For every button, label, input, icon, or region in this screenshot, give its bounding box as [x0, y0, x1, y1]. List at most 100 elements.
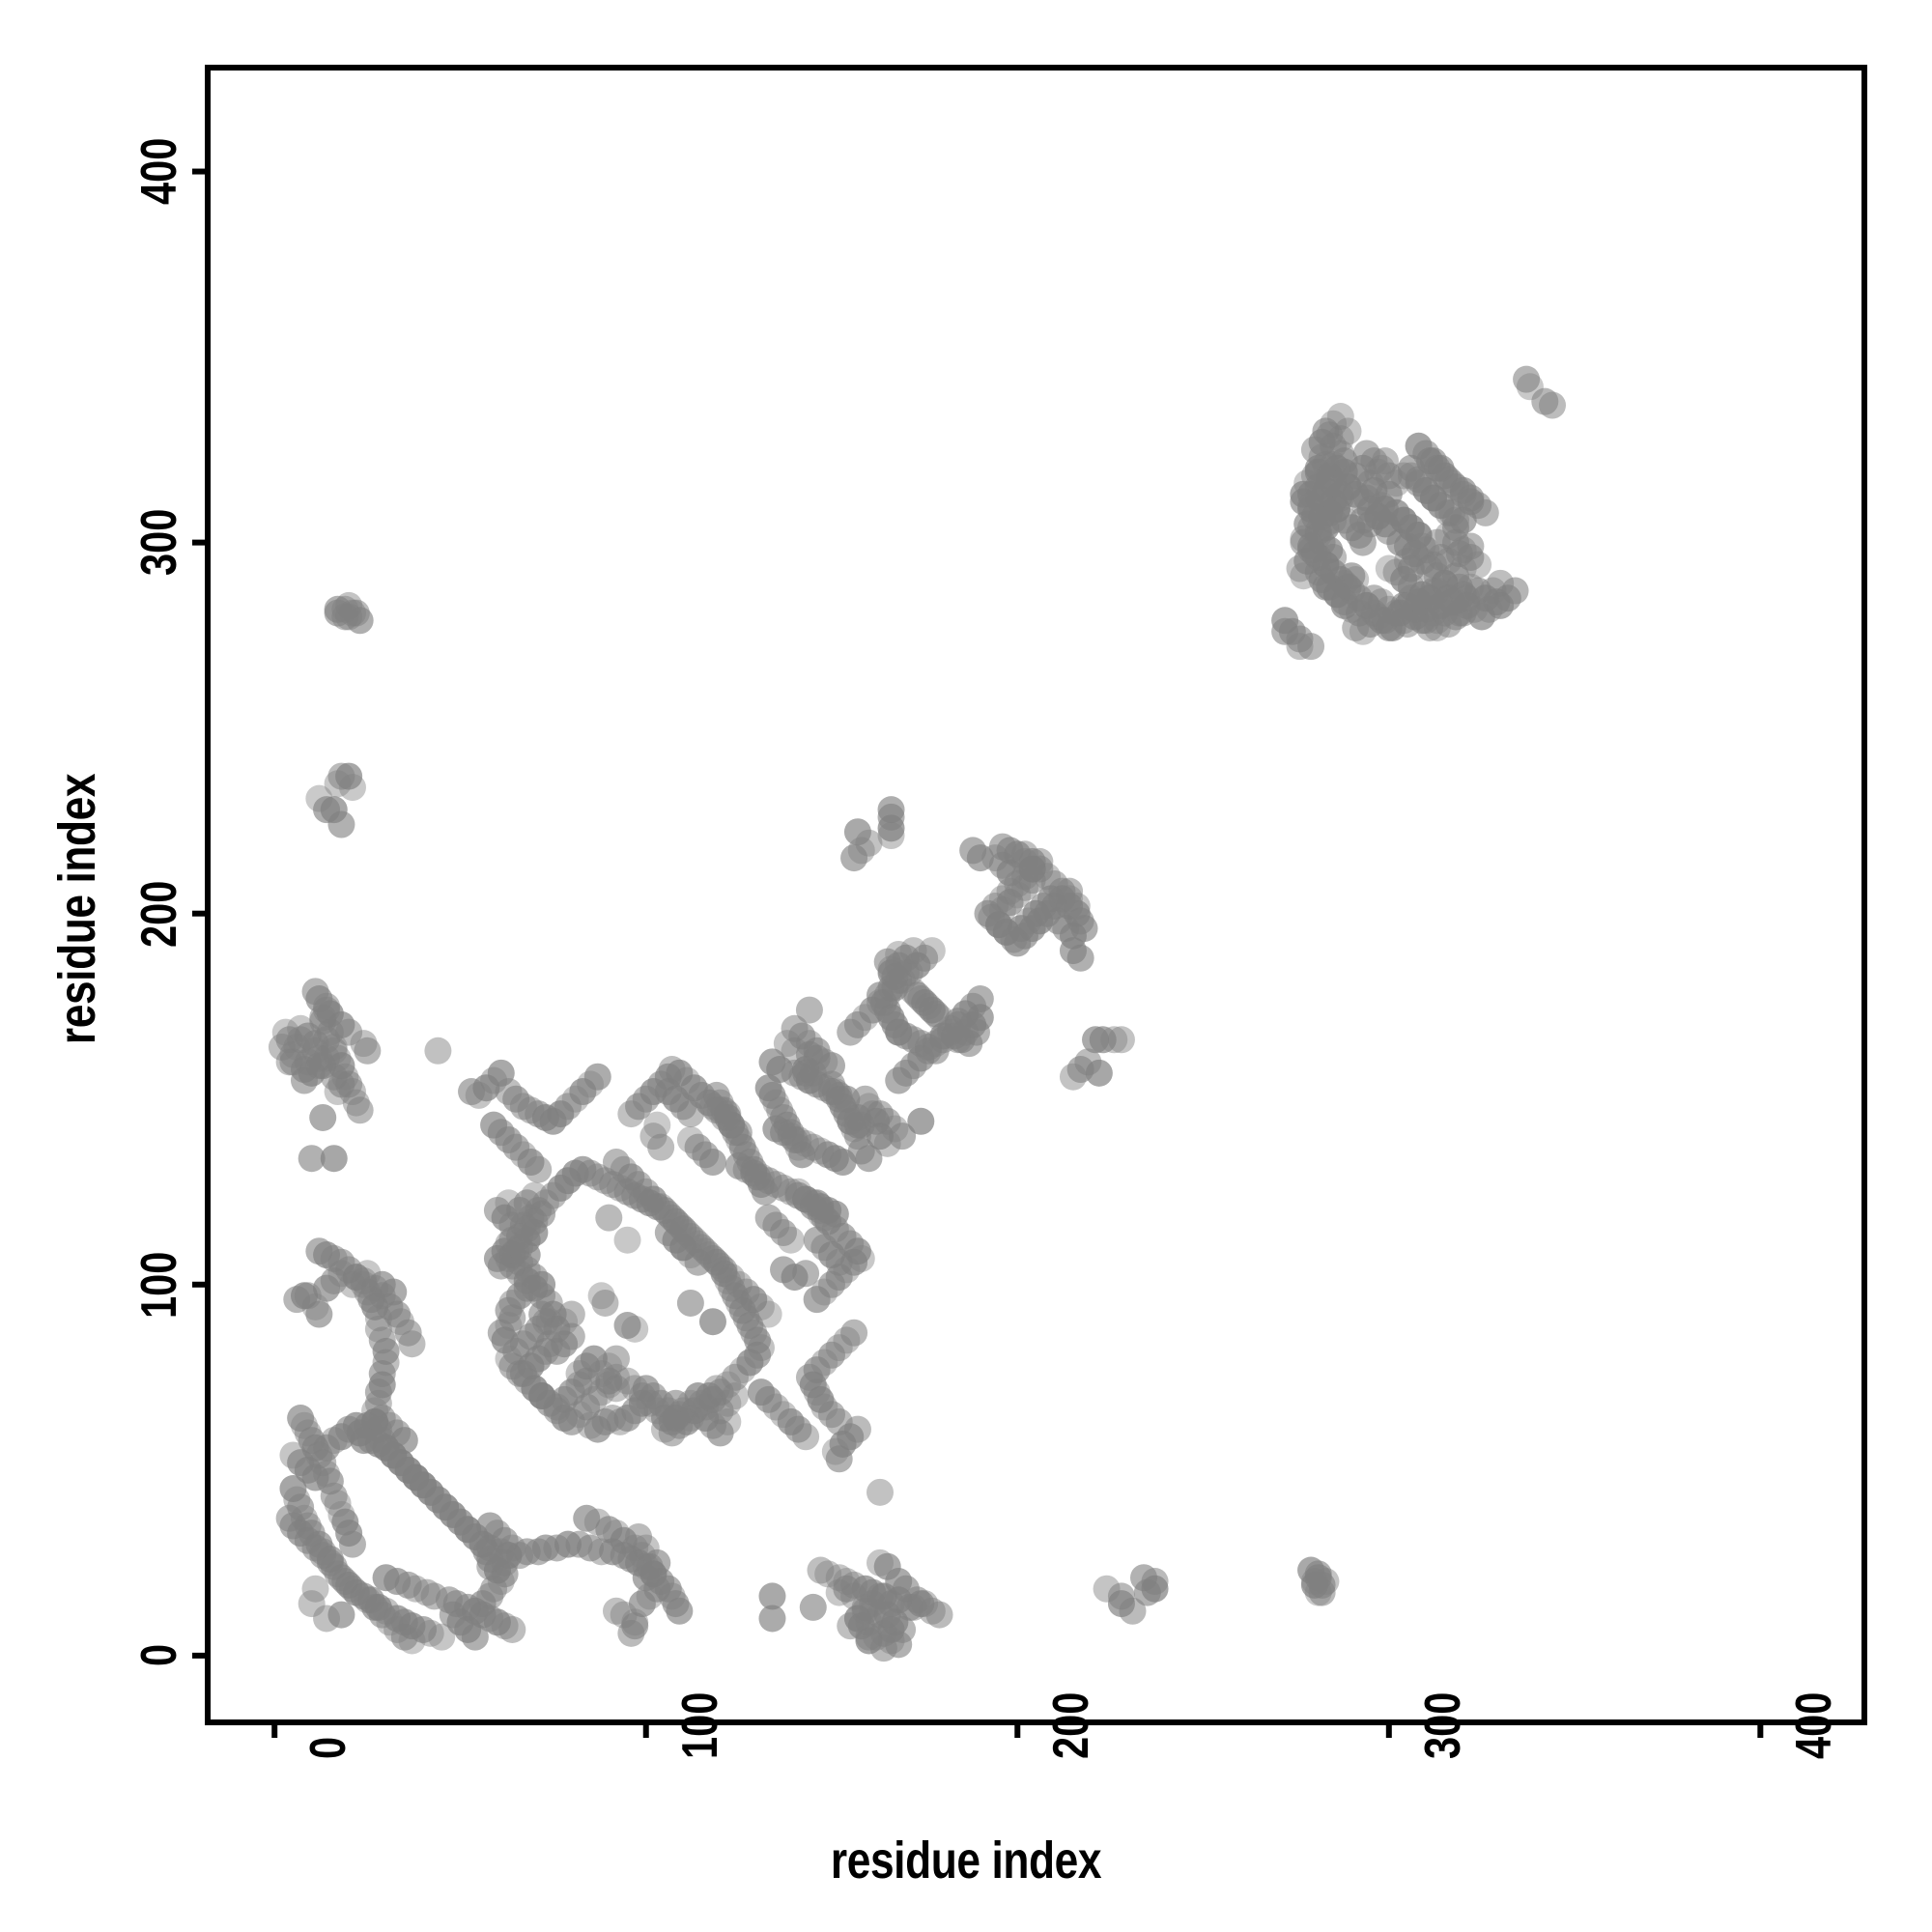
data-point	[899, 978, 927, 1006]
data-point	[621, 1315, 649, 1343]
data-point	[428, 1623, 456, 1651]
data-point	[543, 1337, 571, 1365]
data-point	[298, 1427, 326, 1455]
x-axis-tick-label: 100	[671, 1691, 728, 1759]
data-point	[843, 818, 871, 846]
x-axis-tick-label: 400	[1786, 1691, 1843, 1759]
data-point	[714, 1407, 742, 1435]
data-point	[476, 1512, 504, 1540]
data-point	[1018, 855, 1046, 883]
data-point	[513, 1274, 541, 1302]
data-point	[1048, 885, 1076, 913]
y-axis-title: residue index	[48, 773, 106, 1045]
data-point	[833, 1575, 861, 1603]
data-point	[1501, 577, 1529, 605]
data-point	[867, 1478, 894, 1506]
data-point	[320, 1482, 348, 1510]
data-point	[410, 1615, 438, 1643]
data-point	[855, 1623, 883, 1651]
data-point	[781, 1014, 809, 1042]
data-point	[354, 1037, 382, 1065]
data-point	[1435, 498, 1463, 526]
data-point	[602, 1149, 630, 1177]
data-point	[1405, 432, 1433, 460]
data-point	[557, 1300, 585, 1328]
data-point	[301, 1575, 329, 1603]
data-point	[747, 1293, 775, 1321]
data-point	[714, 1100, 742, 1128]
y-axis-tick-label: 300	[131, 509, 187, 577]
data-point	[1326, 403, 1354, 431]
data-point	[639, 1122, 668, 1151]
data-point	[1531, 387, 1559, 415]
y-axis-tick-label: 100	[131, 1251, 187, 1319]
data-point	[706, 1419, 734, 1447]
data-point	[754, 1300, 782, 1328]
data-point	[792, 1260, 820, 1288]
data-point	[1308, 1578, 1336, 1606]
data-point	[595, 1516, 623, 1544]
data-point	[740, 1286, 768, 1314]
data-point	[1085, 1059, 1113, 1087]
data-point	[416, 1619, 444, 1647]
data-point	[758, 1048, 786, 1076]
data-point	[907, 1107, 935, 1135]
data-point	[684, 1248, 712, 1276]
data-point	[390, 1427, 418, 1455]
data-point	[747, 1378, 775, 1406]
data-point	[331, 1508, 359, 1536]
data-point	[1338, 562, 1366, 590]
data-point	[840, 1319, 868, 1347]
data-point	[799, 1593, 827, 1621]
data-point	[335, 1018, 363, 1046]
data-point	[573, 1504, 601, 1532]
data-point	[706, 1096, 734, 1124]
data-point	[1471, 498, 1499, 526]
data-point	[290, 1282, 318, 1310]
data-point	[758, 1582, 786, 1610]
data-point	[1107, 1582, 1135, 1610]
data-point	[498, 1304, 526, 1332]
data-point	[327, 1601, 355, 1629]
data-point	[1442, 506, 1470, 534]
data-point	[710, 1256, 738, 1284]
data-point	[577, 1534, 605, 1562]
data-point	[1352, 440, 1380, 468]
x-axis-title: residue index	[830, 1832, 1102, 1889]
data-point	[877, 796, 905, 824]
plot-border	[205, 65, 1867, 1725]
x-axis-tick-label: 0	[300, 1736, 357, 1759]
data-point	[676, 1289, 704, 1317]
data-point	[889, 1122, 917, 1151]
data-point	[925, 1004, 953, 1032]
data-point	[1089, 1026, 1117, 1054]
data-point	[892, 944, 920, 972]
data-point	[855, 1145, 883, 1173]
data-point	[525, 1155, 553, 1183]
data-point	[625, 1522, 653, 1550]
data-point	[364, 1315, 392, 1343]
data-point	[565, 1359, 593, 1387]
data-point	[722, 1382, 750, 1410]
data-point	[1107, 1026, 1135, 1054]
data-point	[654, 1219, 682, 1247]
data-point	[279, 1048, 307, 1076]
data-point	[996, 837, 1024, 865]
data-point	[698, 1308, 726, 1336]
data-point	[807, 1556, 835, 1584]
data-point	[803, 1189, 831, 1217]
data-point	[595, 1204, 623, 1232]
data-point	[777, 1407, 805, 1435]
data-point	[342, 1411, 370, 1439]
data-point	[684, 1382, 712, 1410]
data-point	[483, 1196, 511, 1224]
x-axis-tick-label: 200	[1043, 1691, 1100, 1759]
data-point	[654, 1078, 682, 1106]
data-point	[1271, 617, 1299, 645]
data-point	[1408, 547, 1436, 575]
data-point	[843, 1111, 871, 1139]
data-point	[818, 1341, 846, 1369]
data-point	[777, 1226, 805, 1254]
data-point	[840, 1582, 868, 1610]
